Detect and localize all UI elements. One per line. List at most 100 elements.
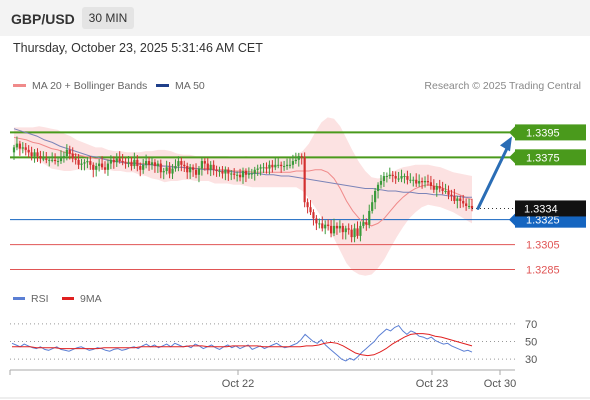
candle-body [303, 157, 306, 203]
x-tick-label: Oct 23 [416, 378, 448, 390]
candle-body [365, 222, 368, 225]
candle-body [112, 159, 115, 163]
candle-body [438, 186, 441, 189]
legend-ma50: MA 50 [156, 80, 205, 92]
candle-body [227, 169, 230, 174]
legend-9ma-label: 9MA [80, 293, 102, 305]
candle-body [300, 156, 303, 158]
legend-ma20: MA 20 + Bollinger Bands [13, 80, 147, 92]
candle-body [429, 182, 432, 187]
candle-body [33, 152, 36, 157]
candle-body [444, 190, 447, 192]
candles [12, 136, 474, 243]
candle-body [139, 166, 142, 170]
candle-body [39, 156, 42, 159]
candle-body [420, 181, 424, 183]
candle-body [218, 171, 221, 173]
candle-body [153, 162, 157, 167]
timeframe-badge[interactable]: 30 MIN [82, 7, 134, 29]
candle-body [162, 171, 165, 173]
level-label-1.3325: 1.3325 [526, 215, 560, 227]
price-levels: 1.3395 1.3375 1.3325 1.3305 1.3285 [10, 124, 586, 277]
last-price-tag [515, 200, 586, 217]
candle-body [453, 195, 456, 201]
candle-body [341, 225, 344, 233]
candle-body [324, 224, 327, 229]
candle-body [426, 181, 430, 183]
candle-body [127, 162, 130, 164]
candle-body [456, 198, 459, 201]
candle-body [21, 147, 24, 149]
x-tick-label: Oct 30 [484, 378, 516, 390]
candle-body [309, 207, 312, 213]
candle-body [30, 152, 33, 157]
legend-9ma: 9MA [62, 293, 102, 305]
candle-body [212, 164, 215, 170]
level-label-1.3305: 1.3305 [526, 240, 560, 252]
candle-body [142, 164, 145, 170]
candle-body [432, 186, 435, 190]
candle-body [48, 159, 51, 161]
legend-ma20-swatch [13, 83, 26, 87]
candle-body [80, 163, 83, 165]
candle-body [209, 164, 212, 170]
candle-body [285, 164, 289, 167]
candle-body [315, 218, 318, 224]
candle-body [168, 167, 171, 174]
candle-body [74, 158, 77, 160]
candle-body [77, 159, 80, 165]
candle-body [280, 164, 283, 167]
candle-body [362, 222, 365, 226]
candle-body [353, 228, 356, 238]
candle-body [385, 176, 388, 178]
candle-body [450, 194, 453, 196]
candle-body [321, 223, 324, 229]
candle-body [403, 176, 406, 178]
candle-body [335, 225, 339, 229]
legend-ma50-label: MA 50 [175, 80, 205, 92]
candle-body [409, 179, 412, 181]
last-price: 1.3334 [472, 200, 586, 217]
candle-body [147, 161, 151, 165]
rsi-tick-70: 70 [525, 319, 537, 331]
candle-body [150, 162, 154, 165]
candle-body [15, 143, 19, 148]
candle-body [121, 161, 124, 163]
candle-body [256, 168, 259, 170]
candle-body [174, 166, 177, 169]
candle-body [145, 161, 148, 165]
candle-body [51, 159, 54, 161]
rsi-panel: 70 50 30 [10, 319, 537, 366]
candle-body [327, 224, 330, 226]
candle-body [379, 181, 383, 185]
candle-body [338, 225, 341, 229]
rsi-line [11, 324, 473, 362]
forecast-arrow-shaft [476, 144, 510, 210]
candle-body [109, 159, 112, 164]
candle-body [462, 200, 465, 204]
level-tag-1.3375 [515, 149, 586, 166]
level-label-1.3375: 1.3375 [526, 152, 560, 164]
candle-body [177, 161, 180, 167]
legend-ma20-label: MA 20 + Bollinger Bands [32, 80, 148, 92]
candle-body [291, 161, 295, 165]
candle-body [186, 166, 189, 173]
pair-title: GBP/USD [11, 11, 75, 27]
candle-body [183, 164, 186, 167]
candle-body [318, 223, 321, 225]
candle-body [191, 167, 195, 170]
candle-body [391, 174, 394, 177]
candle-body [271, 164, 274, 168]
candle-body [470, 205, 474, 209]
legend-ma50-swatch [156, 83, 169, 87]
candle-body [233, 173, 236, 175]
candle-body [62, 156, 66, 158]
candle-body [465, 203, 468, 206]
candle-body [221, 171, 224, 174]
candle-body [356, 228, 359, 236]
candle-body [368, 210, 371, 225]
candle-body [294, 159, 297, 162]
rsi-tick-50: 50 [525, 337, 537, 349]
